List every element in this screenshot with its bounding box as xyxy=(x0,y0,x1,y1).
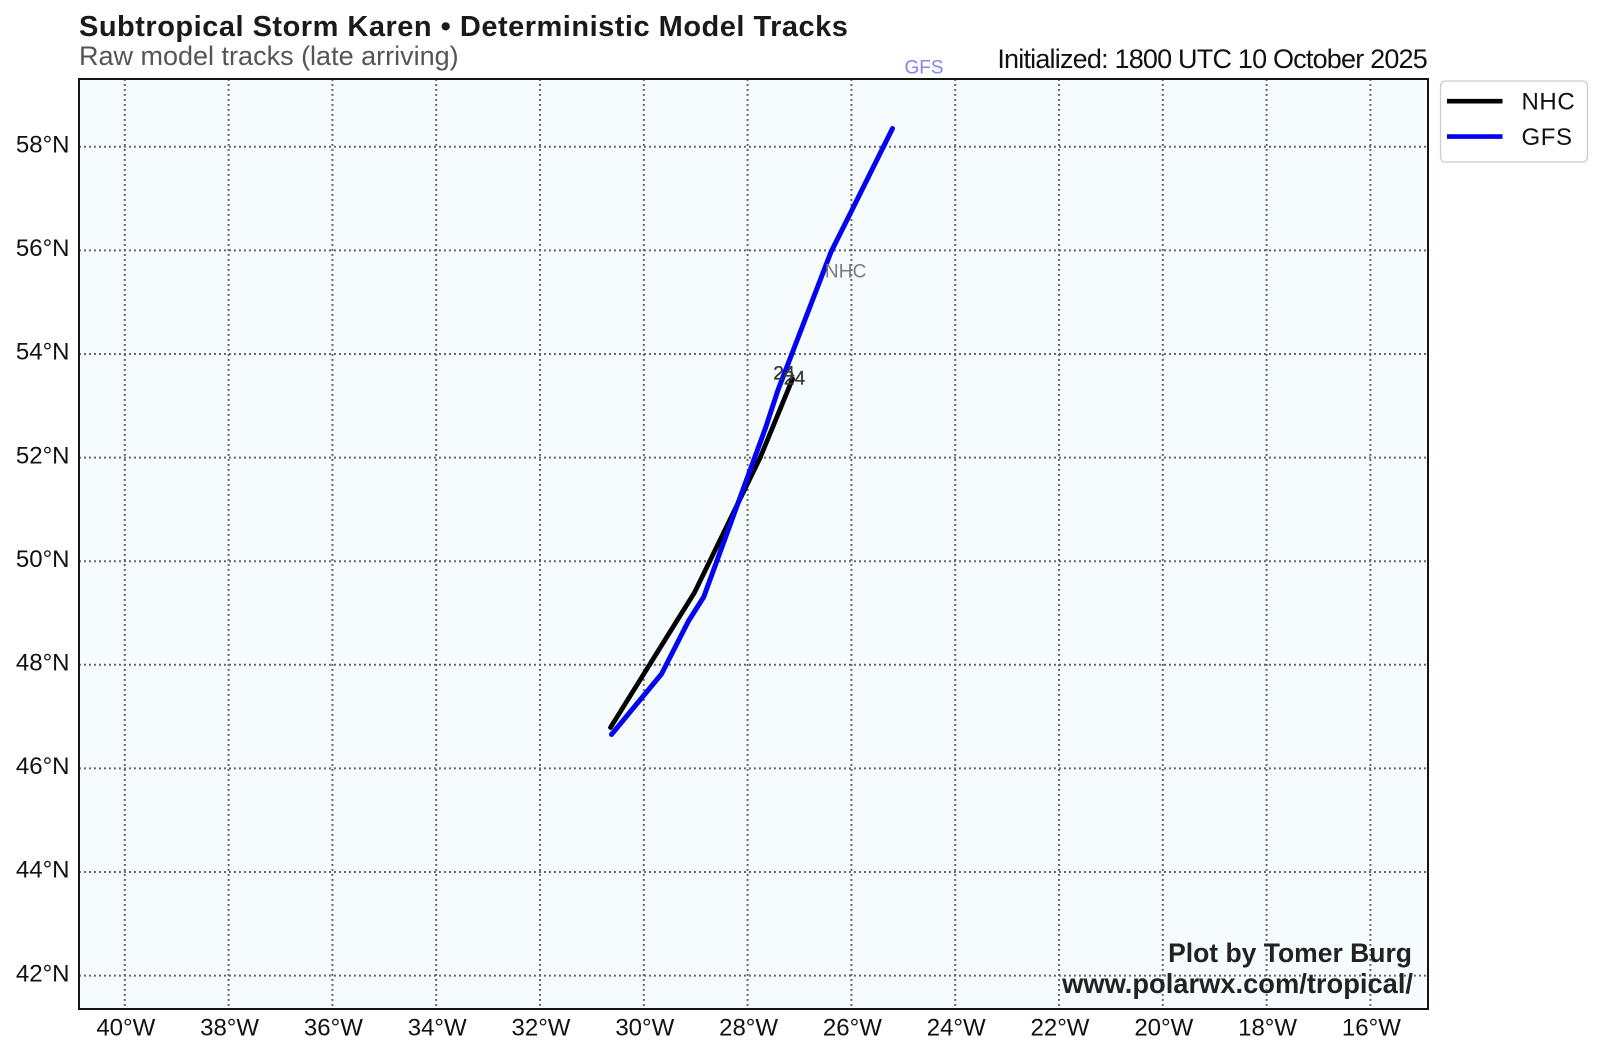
svg-text:34°W: 34°W xyxy=(408,1015,467,1042)
svg-text:GFS: GFS xyxy=(1522,124,1573,151)
svg-text:44°N: 44°N xyxy=(16,857,70,884)
svg-text:52°N: 52°N xyxy=(16,442,70,469)
svg-text:32°W: 32°W xyxy=(512,1015,571,1042)
svg-text:28°W: 28°W xyxy=(719,1015,778,1042)
svg-text:Initialized: 1800 UTC 10 Octob: Initialized: 1800 UTC 10 October 2025 xyxy=(997,44,1427,74)
svg-text:24: 24 xyxy=(784,368,806,389)
svg-text:Raw model tracks (late arrivin: Raw model tracks (late arriving) xyxy=(79,41,459,71)
svg-text:56°N: 56°N xyxy=(16,235,70,262)
svg-text:20°W: 20°W xyxy=(1134,1015,1193,1042)
svg-text:NHC: NHC xyxy=(825,262,867,283)
svg-text:30°W: 30°W xyxy=(615,1015,674,1042)
svg-text:24: 24 xyxy=(773,364,795,385)
svg-text:24°W: 24°W xyxy=(927,1015,986,1042)
svg-text:38°W: 38°W xyxy=(200,1015,259,1042)
svg-text:26°W: 26°W xyxy=(823,1015,882,1042)
svg-text:36°W: 36°W xyxy=(304,1015,363,1042)
svg-text:48°N: 48°N xyxy=(16,650,70,677)
svg-text:NHC: NHC xyxy=(1522,88,1576,115)
svg-text:18°W: 18°W xyxy=(1238,1015,1297,1042)
svg-text:GFS: GFS xyxy=(904,58,943,79)
svg-text:www.polarwx.com/tropical/: www.polarwx.com/tropical/ xyxy=(1061,968,1413,999)
svg-text:22°W: 22°W xyxy=(1031,1015,1090,1042)
svg-text:54°N: 54°N xyxy=(16,339,70,366)
svg-text:42°N: 42°N xyxy=(16,960,70,987)
svg-text:Subtropical Storm Karen • Dete: Subtropical Storm Karen • Deterministic … xyxy=(79,11,848,43)
svg-text:46°N: 46°N xyxy=(16,753,70,780)
svg-text:16°W: 16°W xyxy=(1342,1015,1401,1042)
svg-text:50°N: 50°N xyxy=(16,546,70,573)
svg-text:Plot by Tomer Burg: Plot by Tomer Burg xyxy=(1168,938,1412,968)
svg-text:58°N: 58°N xyxy=(16,132,70,159)
svg-text:40°W: 40°W xyxy=(96,1015,155,1042)
